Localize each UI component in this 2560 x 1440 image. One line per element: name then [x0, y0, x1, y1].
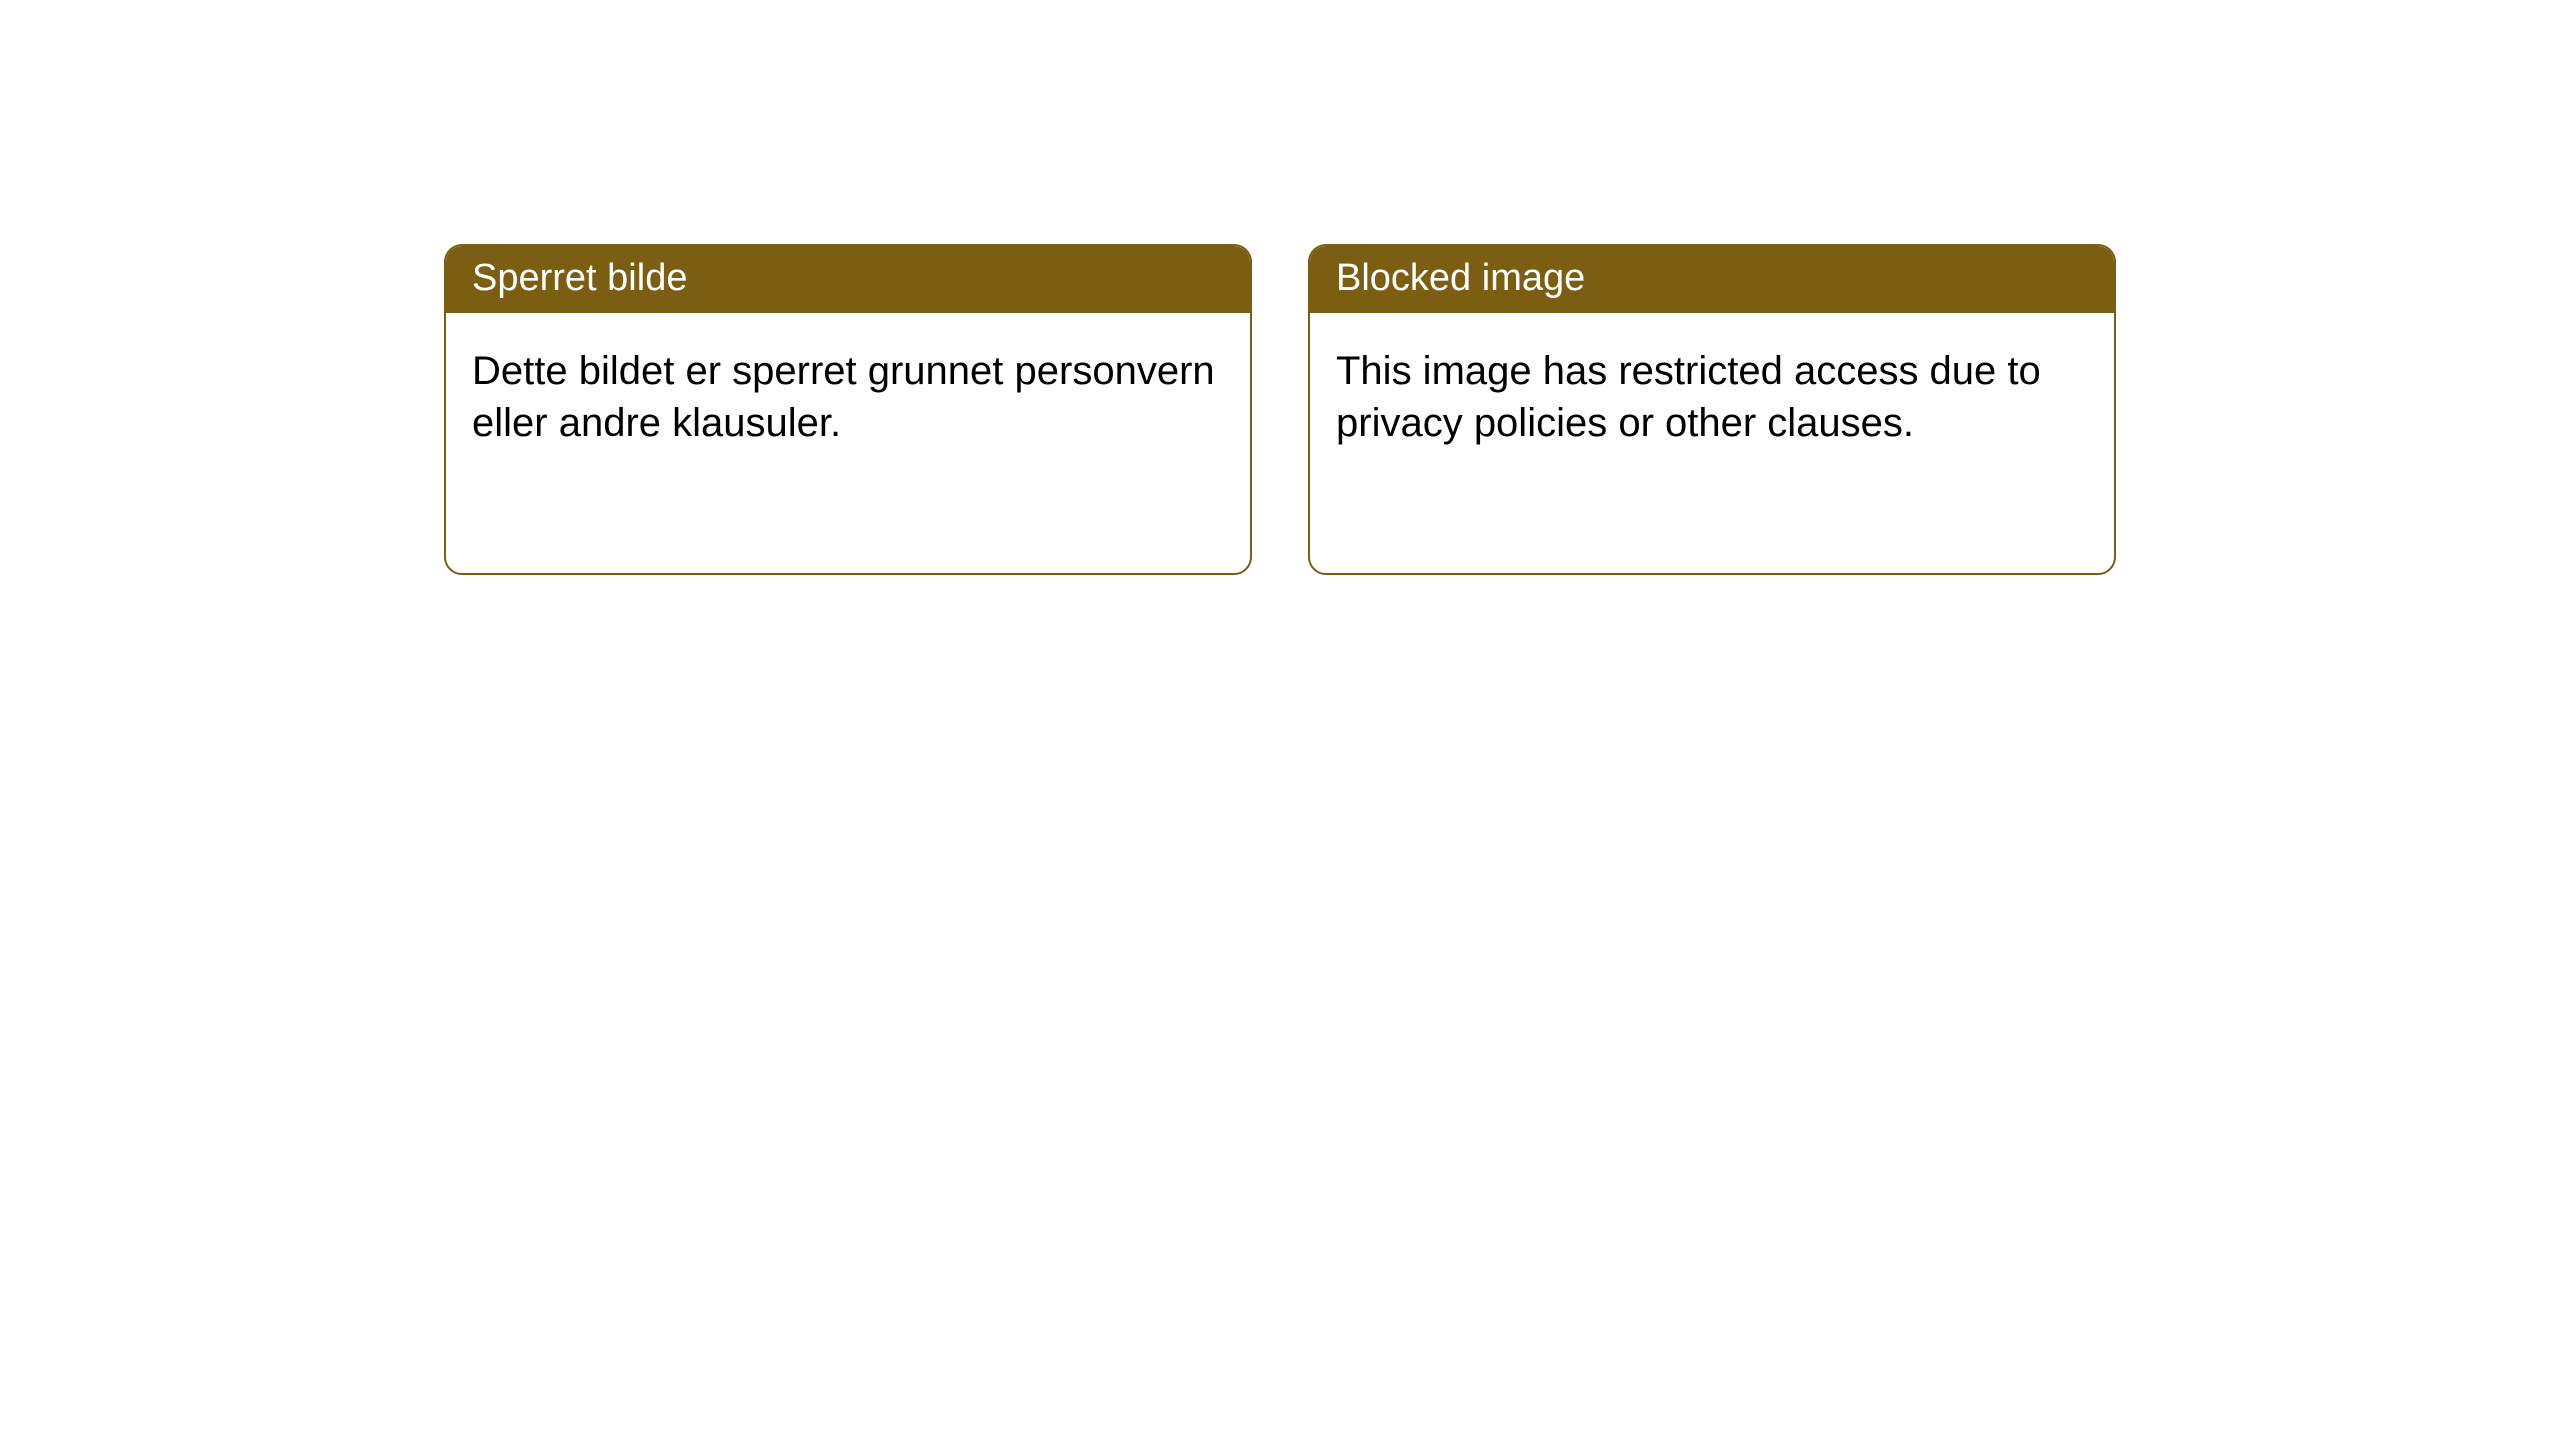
notice-card-norwegian: Sperret bilde Dette bildet er sperret gr…: [444, 244, 1252, 575]
notice-container: Sperret bilde Dette bildet er sperret gr…: [0, 0, 2560, 575]
notice-title: Blocked image: [1310, 246, 2114, 313]
notice-body: This image has restricted access due to …: [1310, 313, 2114, 573]
notice-card-english: Blocked image This image has restricted …: [1308, 244, 2116, 575]
notice-title: Sperret bilde: [446, 246, 1250, 313]
notice-body: Dette bildet er sperret grunnet personve…: [446, 313, 1250, 573]
